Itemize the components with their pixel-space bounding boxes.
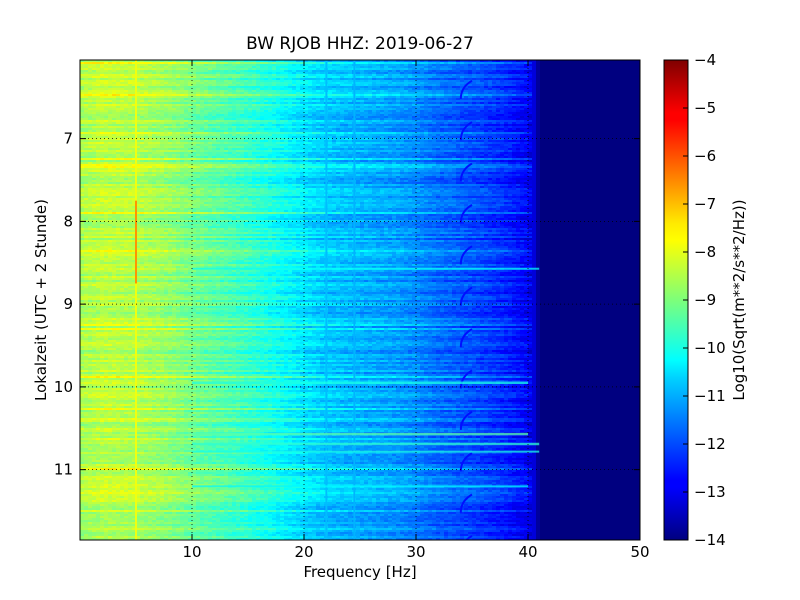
chart-title: BW RJOB HHZ: 2019-06-27 <box>246 34 474 54</box>
heatmap <box>80 60 640 540</box>
